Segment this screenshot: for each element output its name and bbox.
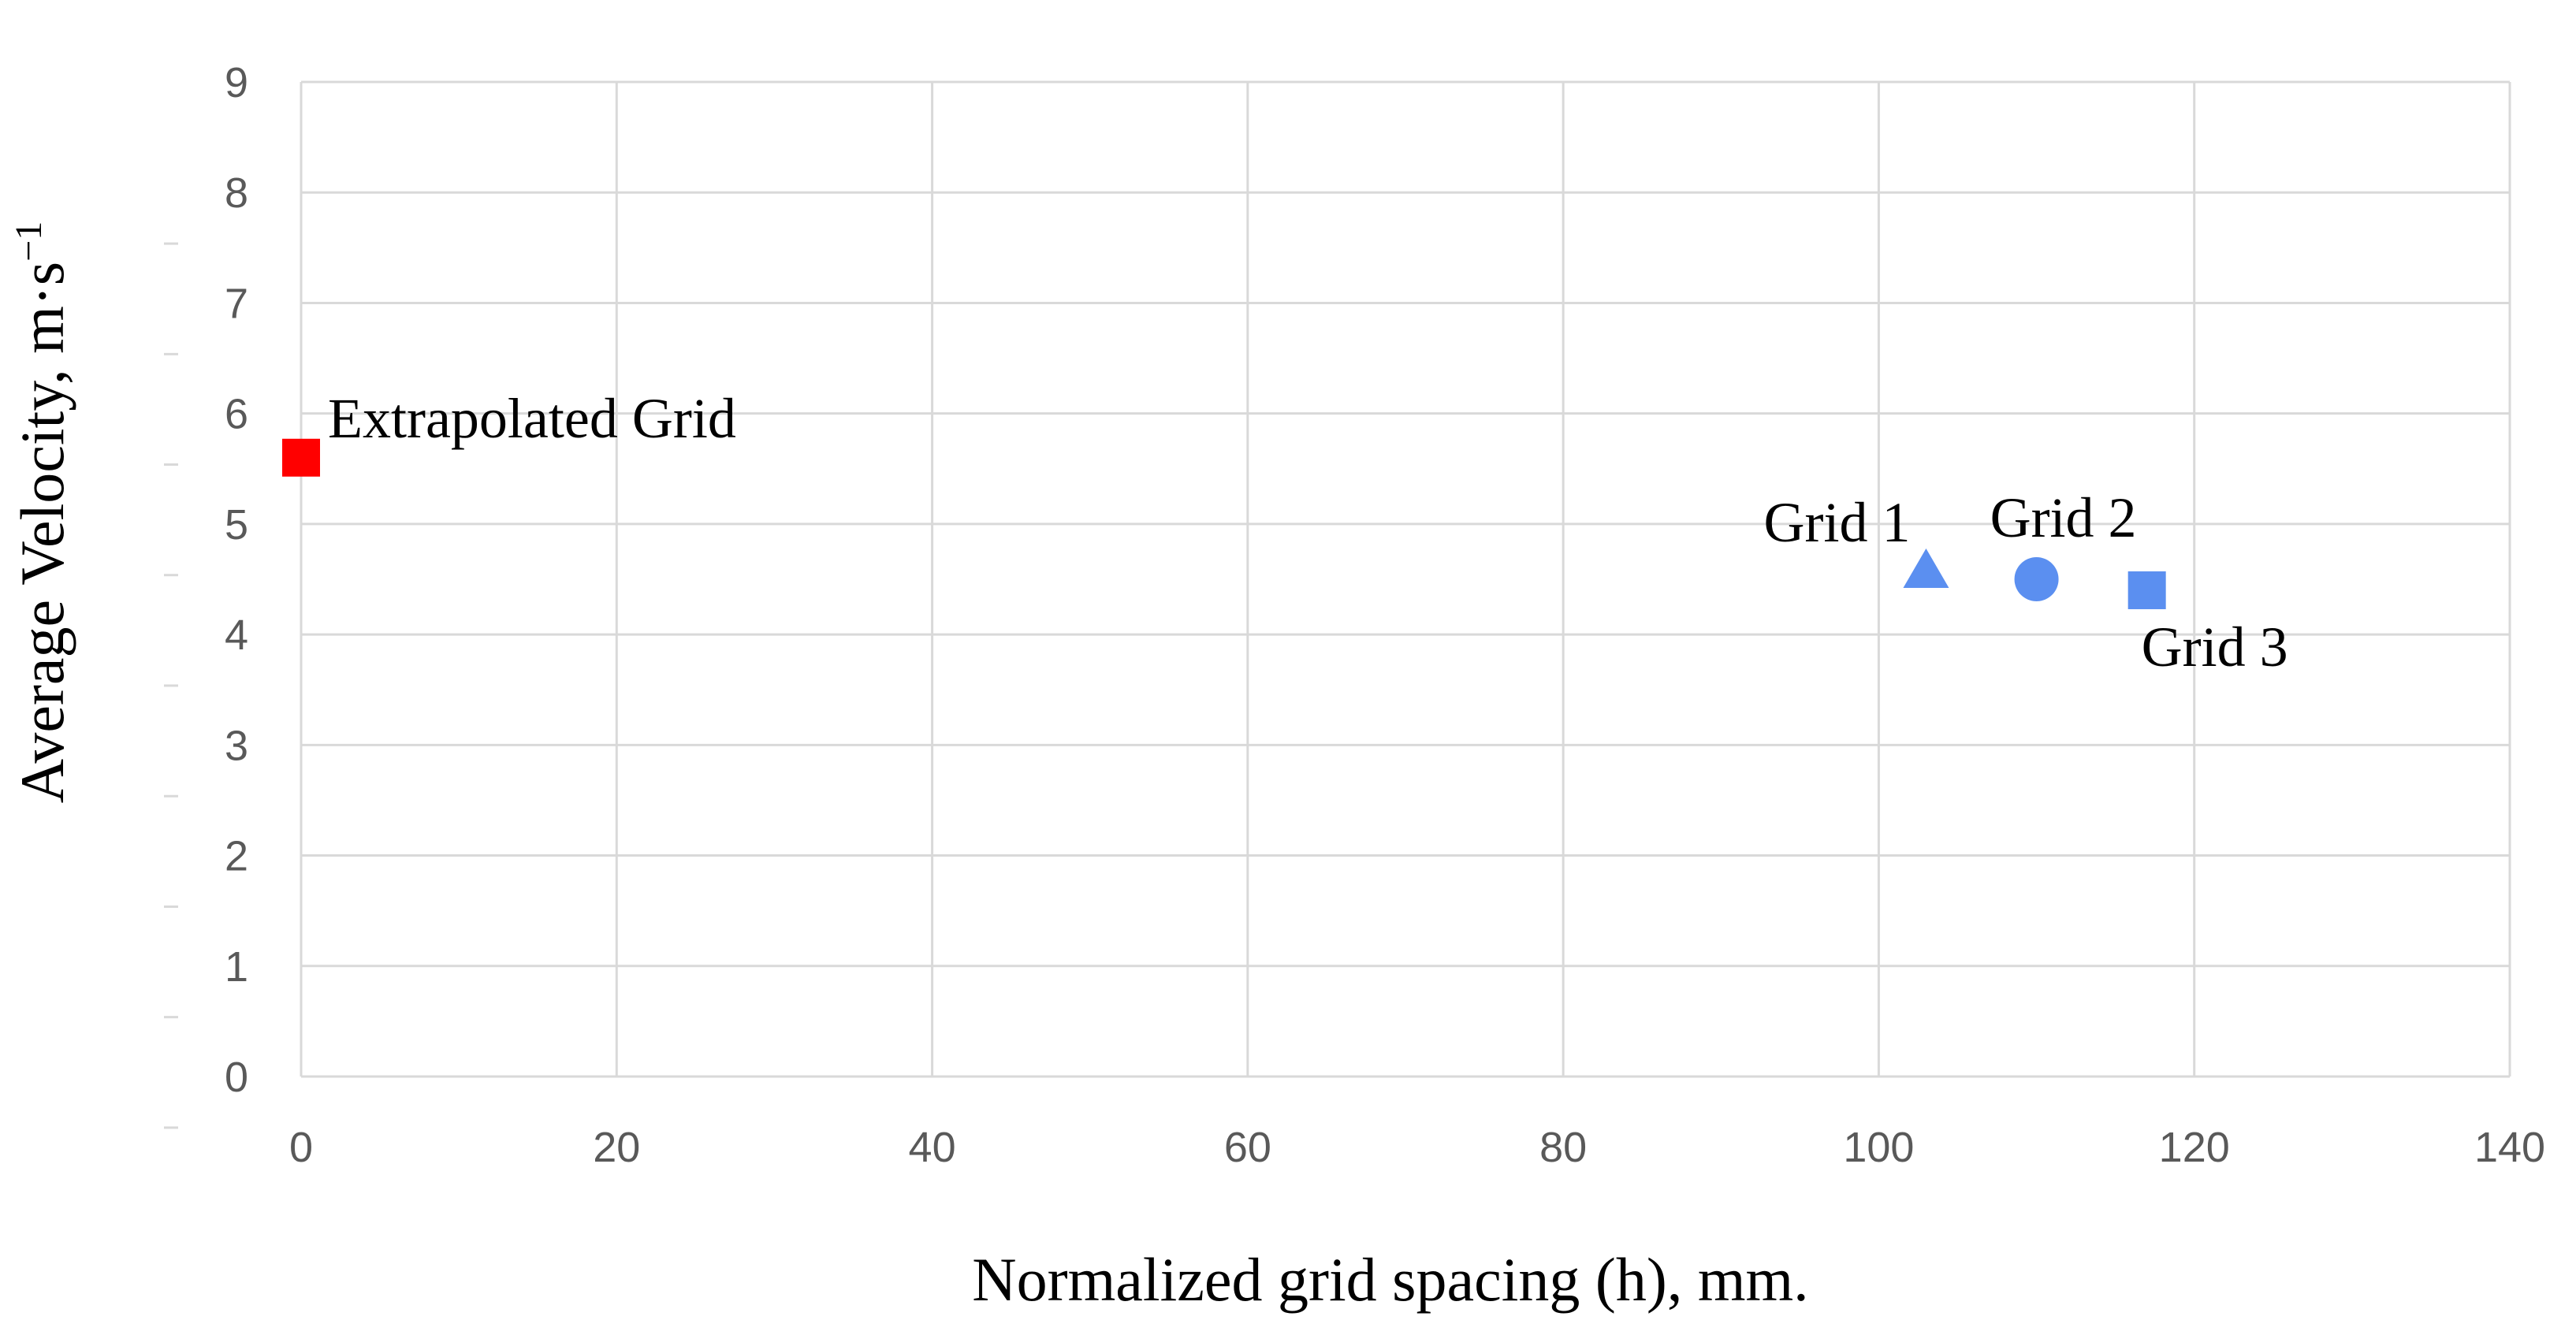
- x-tick-label: 40: [909, 1124, 956, 1171]
- x-tick-label: 100: [1843, 1124, 1914, 1171]
- y-tick-label: 6: [225, 391, 248, 438]
- point-label: Grid 3: [2142, 615, 2288, 679]
- x-axis-title: Normalized grid spacing (h), mm.: [972, 1245, 1808, 1314]
- y-tick-label: 0: [225, 1054, 248, 1101]
- x-tick-label: 80: [1539, 1124, 1587, 1171]
- data-point-square: [282, 438, 320, 477]
- x-tick-label: 140: [2474, 1124, 2545, 1171]
- data-point-square: [2127, 571, 2166, 610]
- gridlines: [164, 80, 2511, 1129]
- point-labels: Extrapolated Grid Grid 1 Grid 2 Grid 3: [328, 387, 2288, 679]
- y-axis-title: Average Velocity, m·s−1: [8, 221, 76, 803]
- y-tick-label: 5: [225, 501, 248, 549]
- y-axis-title-exponent: −1: [8, 221, 50, 262]
- x-tick-label: 20: [593, 1124, 640, 1171]
- y-tick-label: 3: [225, 722, 248, 769]
- point-label: Grid 2: [1990, 486, 2137, 549]
- y-tick-label: 9: [225, 59, 248, 106]
- point-label: Grid 1: [1763, 491, 1910, 554]
- tick-labels: 0 1 2 3 4 5 6 7 8 9 0 20 40 60 80 100 120 140: [225, 59, 2545, 1171]
- y-tick-label: 4: [225, 612, 248, 659]
- y-axis-title-main: Average Velocity, m·s: [8, 262, 76, 803]
- data-points: [282, 438, 2166, 610]
- y-tick-label: 8: [225, 169, 248, 217]
- x-tick-label: 0: [289, 1124, 313, 1171]
- y-tick-label: 1: [225, 943, 248, 991]
- data-point-triangle: [1903, 548, 1949, 588]
- y-tick-label: 2: [225, 833, 248, 880]
- data-point-circle: [2014, 557, 2059, 601]
- x-tick-label: 60: [1224, 1124, 1271, 1171]
- y-tick-label: 7: [225, 280, 248, 327]
- point-label: Extrapolated Grid: [328, 387, 736, 450]
- x-tick-label: 120: [2159, 1124, 2230, 1171]
